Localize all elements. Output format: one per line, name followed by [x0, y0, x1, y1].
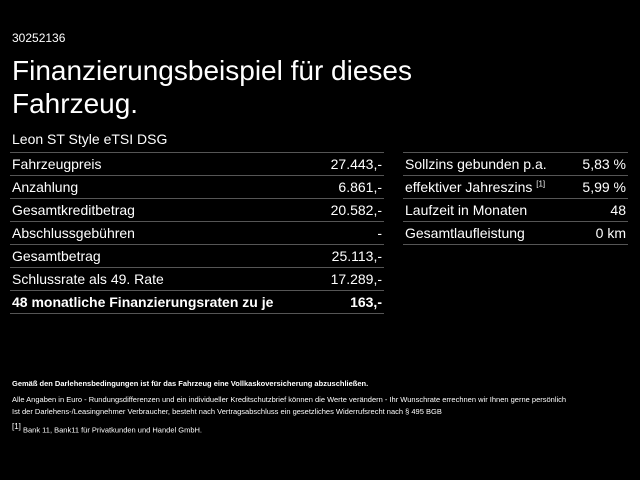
model-name: Leon ST Style eTSI DSG [12, 131, 168, 147]
table-row: Gesamtkreditbetrag 20.582,- [10, 198, 384, 221]
row-label: Laufzeit in Monaten [405, 202, 527, 218]
financing-table: Fahrzeugpreis 27.443,- Anzahlung 6.861,- Ges… [10, 152, 384, 314]
row-value: - [377, 225, 382, 241]
label-text: Schlussrate als 49. Rate [12, 271, 164, 287]
row-value: 17.289,- [330, 271, 382, 287]
rates-table: Sollzins gebunden p.a. 5,83 % effektiver J… [403, 152, 628, 245]
row-value: 5,83 % [582, 156, 626, 172]
footnote-marker: [1] [536, 179, 546, 189]
table-row: Abschlussgebühren - [10, 221, 384, 244]
row-label: Gesamtkreditbetrag [12, 202, 135, 218]
table-row: effektiver Jahreszins [1] 5,99 % [403, 175, 628, 198]
row-value: 6.861,- [338, 179, 382, 195]
row-label: effektiver Jahreszins [1] [405, 179, 545, 195]
row-label: Gesamtbetrag [12, 248, 101, 264]
table-row: Gesamtbetrag 25.113,- [10, 244, 384, 267]
label-text: Laufzeit in Monaten [405, 202, 528, 218]
row-value: 20.582,- [330, 202, 382, 218]
label-text: Anzahlung [12, 179, 79, 195]
footnote-marker: [1] [12, 422, 21, 431]
notice: Gemäß den Darlehensbedingungen ist für d… [12, 379, 369, 388]
label-text: Gesamtbetrag [12, 248, 101, 264]
label-text: effektiver Jahreszins [405, 179, 533, 195]
row-value: 27.443,- [330, 156, 382, 172]
row-label: Anzahlung [12, 179, 78, 195]
row-label: Gesamtlaufleistung [405, 225, 525, 241]
table-row: Laufzeit in Monaten 48 [403, 198, 628, 221]
table-row: 48 monatliche Finanzierungsraten zu je 16… [10, 290, 384, 314]
label-text: Gesamtkreditbetrag [12, 202, 135, 218]
row-label: Sollzins gebunden p.a. [405, 156, 547, 172]
label-text: Abschlussgebühren [12, 225, 135, 241]
row-label: Schlussrate als 49. Rate [12, 271, 164, 287]
legal-line: Alle Angaben in Euro - Rundungsdifferenz… [12, 395, 567, 404]
table-row: Anzahlung 6.861,- [10, 175, 384, 198]
footnote: [1] Bank 11, Bank11 für Privatkunden und… [12, 421, 632, 437]
row-label: Abschlussgebühren [12, 225, 135, 241]
row-value: 5,99 % [582, 179, 626, 195]
legal-line: Ist der Darlehens-/Leasingnehmer Verbrau… [12, 407, 442, 416]
table-row: Fahrzeugpreis 27.443,- [10, 152, 384, 175]
label-text: Fahrzeugpreis [12, 156, 102, 172]
label-text: 48 monatliche Finanzierungsraten zu je [12, 294, 274, 310]
reference-number: 30252136 [12, 31, 66, 45]
title: Finanzierungsbeispiel für dieses Fahrzeu… [12, 55, 412, 119]
row-label: 48 monatliche Finanzierungsraten zu je [12, 294, 273, 310]
row-value: 25.113,- [331, 248, 382, 264]
table-row: Sollzins gebunden p.a. 5,83 % [403, 152, 628, 175]
label-text: Gesamtlaufleistung [405, 225, 525, 241]
row-value: 0 km [595, 225, 626, 241]
footnote-text: Bank 11, Bank11 für Privatkunden und Han… [23, 425, 202, 435]
row-label: Fahrzeugpreis [12, 156, 102, 172]
fine-print: Gemäß den Darlehensbedingungen ist für d… [12, 378, 632, 437]
table-row: Schlussrate als 49. Rate 17.289,- [10, 267, 384, 290]
table-row: Gesamtlaufleistung 0 km [403, 221, 628, 245]
row-value: 163,- [350, 294, 382, 310]
label-text: Sollzins gebunden p.a. [405, 156, 547, 172]
row-value: 48 [610, 202, 626, 218]
